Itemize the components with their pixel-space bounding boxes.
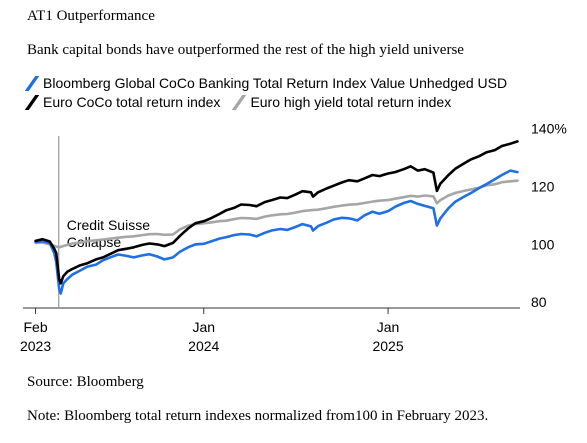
legend-label-euro-coco: Euro CoCo total return index (43, 94, 221, 110)
x-tick-label-2: Jan (377, 319, 400, 335)
x-tick-label-1: Jan (192, 319, 215, 335)
legend-row-1: Bloomberg Global CoCo Banking Total Retu… (24, 75, 508, 91)
chart-subtitle: Bank capital bonds have outperformed the… (27, 42, 464, 58)
footnote: Note: Bloomberg total return indexes nor… (27, 408, 489, 424)
legend-label-euro-high-yield: Euro high yield total return index (250, 94, 452, 110)
y-tick-label-3: 140% (531, 121, 567, 137)
y-tick-label-0: 80 (531, 294, 547, 310)
chart-title: AT1 Outperformance (27, 8, 155, 24)
series-line-1 (34, 169, 519, 295)
x-tick-year-1: 2024 (188, 338, 219, 354)
legend-item-euro-coco: Euro CoCo total return index (24, 94, 221, 110)
series-line-0 (34, 179, 519, 249)
legend-item-euro-high-yield: Euro high yield total return index (232, 94, 452, 110)
legend-item-bloomberg-coco: Bloomberg Global CoCo Banking Total Retu… (24, 75, 508, 91)
x-tick-label-0: Feb (23, 319, 47, 335)
x-tick-year-0: 2023 (20, 338, 51, 354)
y-tick-label-1: 100 (531, 236, 555, 252)
line-chart: Feb 2023 Jan 2024 Jan 2025 80 100 120 140% Credit … (20, 121, 567, 354)
y-tick-label-2: 120 (531, 179, 555, 195)
annotation-label-0-0: Credit Suisse (67, 217, 150, 233)
series-line-2 (34, 140, 519, 285)
legend-row-2: Euro CoCo total return index Euro high y… (24, 94, 452, 110)
x-tick-year-2: 2025 (372, 338, 403, 354)
legend-label-bloomberg-coco: Bloomberg Global CoCo Banking Total Retu… (43, 75, 508, 91)
source-note: Source: Bloomberg (27, 374, 144, 390)
